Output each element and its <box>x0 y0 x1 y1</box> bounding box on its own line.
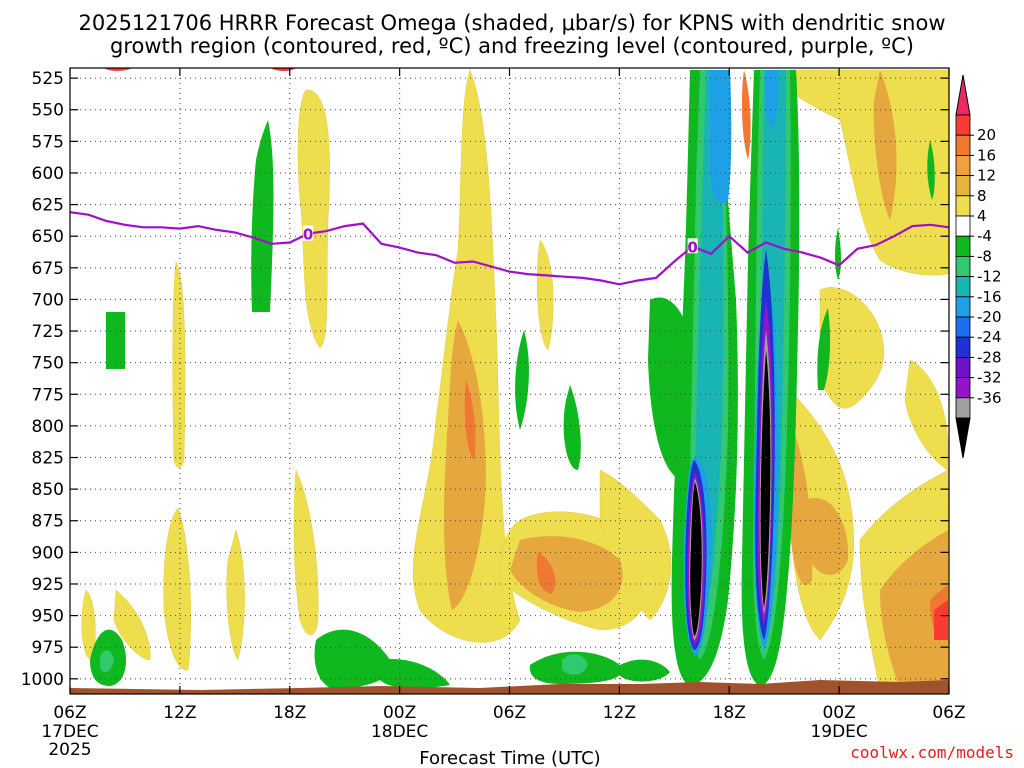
x-date-label: 18DEC <box>371 722 428 742</box>
freezing-level-label: 0 <box>687 238 697 256</box>
colorbar-segment <box>955 336 971 358</box>
freezing-label-bg <box>687 238 698 254</box>
colorbar-segment <box>955 134 971 156</box>
colorbar-segment <box>955 235 971 257</box>
colorbar-label: -12 <box>977 268 1002 286</box>
colorbar-label: -8 <box>977 247 992 265</box>
y-tick-label: 925 <box>32 575 64 595</box>
y-tick-label: 700 <box>32 290 64 310</box>
colorbar-segment <box>955 316 971 338</box>
colorbar-segment <box>955 175 971 197</box>
y-tick-label: 675 <box>32 259 64 279</box>
colorbar-segment <box>955 356 971 378</box>
x-tick-label: 12Z <box>603 703 636 723</box>
y-tick-label: 550 <box>32 101 64 121</box>
colorbar-segment <box>955 114 971 136</box>
x-tick-label: 06Z <box>493 703 526 723</box>
colorbar-label: 4 <box>977 207 987 225</box>
y-tick-label: 875 <box>32 512 64 532</box>
colorbar-label: -16 <box>977 288 1002 306</box>
x-tick-label: 06Z <box>932 703 965 723</box>
colorbar-segment <box>955 276 971 298</box>
chart-title-line-1: 2025121706 HRRR Forecast Omega (shaded, … <box>78 11 945 35</box>
y-tick-label: 900 <box>32 543 64 563</box>
colorbar-segment <box>955 397 971 419</box>
colorbar-label: 8 <box>977 187 987 205</box>
x-tick-label: 18Z <box>273 703 306 723</box>
colorbar-segment <box>955 296 971 318</box>
x-year-label: 2025 <box>48 740 91 760</box>
colorbar-label: 12 <box>977 167 996 185</box>
colorbar-label: 16 <box>977 146 996 164</box>
x-tick-label: 18Z <box>713 703 746 723</box>
y-tick-label: 1000 <box>21 670 64 690</box>
colorbar-segment <box>955 377 971 399</box>
colorbar-label: -20 <box>977 308 1002 326</box>
y-tick-label: 950 <box>32 607 64 627</box>
y-tick-label: 625 <box>32 196 64 216</box>
freezing-level-labels: 00 <box>303 225 698 256</box>
freezing-level-label: 0 <box>303 226 313 244</box>
credit-link[interactable]: coolwx.com/models <box>850 743 1014 762</box>
colorbar-top-arrow <box>955 74 971 116</box>
chart-title-line-2: growth region (contoured, red, ºC) and f… <box>110 34 914 58</box>
colorbar-label: -36 <box>977 389 1002 407</box>
freezing-label-bg <box>303 225 314 241</box>
y-tick-label: 800 <box>32 417 64 437</box>
x-tick-label: 00Z <box>383 703 416 723</box>
y-tick-label: 650 <box>32 227 64 247</box>
colorbar-label: -24 <box>977 328 1002 346</box>
colorbar-segment <box>955 215 971 237</box>
colorbar-segment <box>955 195 971 217</box>
colorbar-label: -28 <box>977 348 1002 366</box>
freezing-level-line <box>69 211 950 286</box>
x-tick-label: 00Z <box>822 703 855 723</box>
colorbar-bottom-arrow <box>955 417 971 459</box>
x-tick-label: 06Z <box>53 703 86 723</box>
omega-shading <box>81 68 949 691</box>
y-tick-label: 525 <box>32 69 64 89</box>
y-tick-label: 850 <box>32 480 64 500</box>
y-tick-label: 775 <box>32 385 64 405</box>
y-tick-label: 825 <box>32 449 64 469</box>
y-tick-label: 575 <box>32 132 64 152</box>
colorbar-label: 20 <box>977 126 996 144</box>
x-date-label: 17DEC <box>41 722 98 742</box>
x-axis-title: Forecast Time (UTC) <box>419 748 600 768</box>
y-tick-label: 750 <box>32 354 64 374</box>
colorbar: 20 16 12 8 4 -4 -8 -12 -16 -20 -24 -28 -32 -36 <box>955 74 1002 459</box>
colorbar-segment <box>955 255 971 277</box>
y-tick-label: 600 <box>32 164 64 184</box>
colorbar-label: -4 <box>977 227 992 245</box>
y-tick-label: 725 <box>32 322 64 342</box>
x-tick-label: 12Z <box>163 703 196 723</box>
colorbar-segment <box>955 154 971 176</box>
y-tick-label: 975 <box>32 638 64 658</box>
x-date-label: 19DEC <box>810 722 867 742</box>
y-axis: 525 550 575 600 625 650 675 700 725 750 775 800 825 8… <box>21 69 949 690</box>
colorbar-label: -32 <box>977 369 1002 387</box>
